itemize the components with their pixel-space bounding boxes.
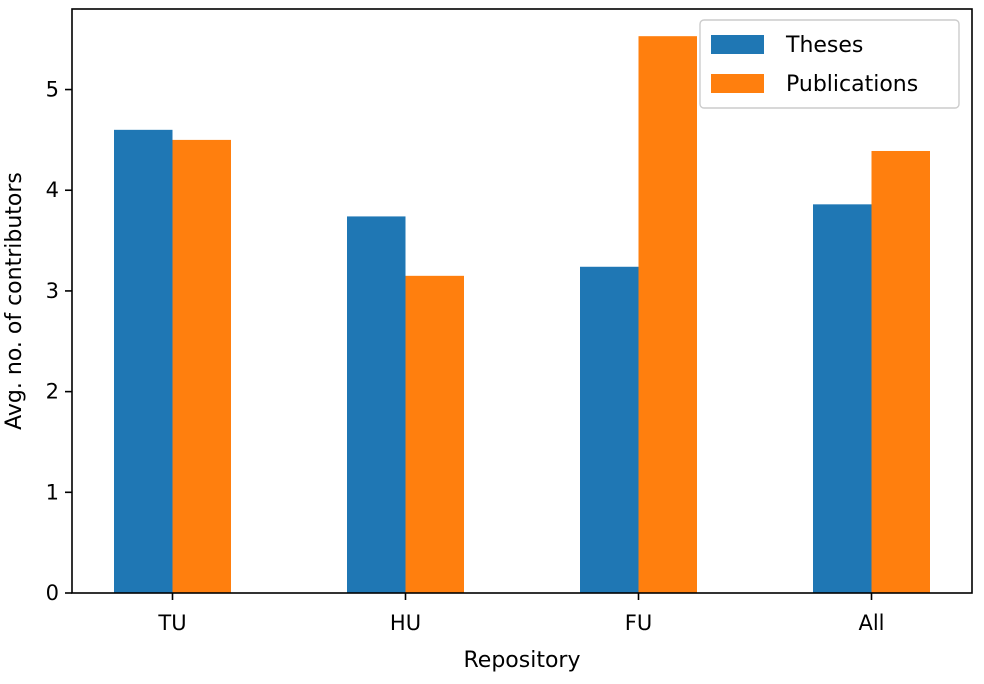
y-tick-label-4: 4 <box>46 178 59 202</box>
legend-swatch-publications <box>711 74 764 93</box>
y-tick-label-1: 1 <box>46 480 59 504</box>
bar-theses-fu <box>580 266 639 593</box>
y-tick-label-0: 0 <box>46 581 59 605</box>
y-tick-label-2: 2 <box>46 380 59 404</box>
legend-label-theses: Theses <box>785 33 863 58</box>
y-axis-label: Avg. no. of contributors <box>2 172 27 430</box>
bar-theses-all <box>813 204 872 593</box>
bars-layer <box>114 36 930 594</box>
y-tick-label-5: 5 <box>46 78 59 102</box>
x-tick-label-all: All <box>858 611 884 635</box>
y-axis: 0 1 2 3 4 5 <box>46 78 72 605</box>
y-tick-label-3: 3 <box>46 279 59 303</box>
x-axis-label: Repository <box>464 648 581 673</box>
x-tick-label-fu: FU <box>625 611 652 635</box>
plot-frame <box>71 8 973 594</box>
bar-publications-hu <box>405 275 464 593</box>
bar-publications-all <box>871 150 930 593</box>
legend-label-publications: Publications <box>786 72 918 97</box>
legend-swatch-theses <box>711 35 764 54</box>
bar-publications-tu <box>172 139 231 593</box>
x-tick-label-hu: HU <box>390 611 421 635</box>
legend: Theses Publications <box>699 19 960 109</box>
legend-frame <box>699 19 960 109</box>
bar-theses-hu <box>347 216 406 593</box>
bar-publications-fu <box>638 36 697 593</box>
bar-theses-tu <box>114 129 173 594</box>
x-axis: TU HU FU All <box>157 593 885 635</box>
x-tick-label-tu: TU <box>157 611 186 635</box>
